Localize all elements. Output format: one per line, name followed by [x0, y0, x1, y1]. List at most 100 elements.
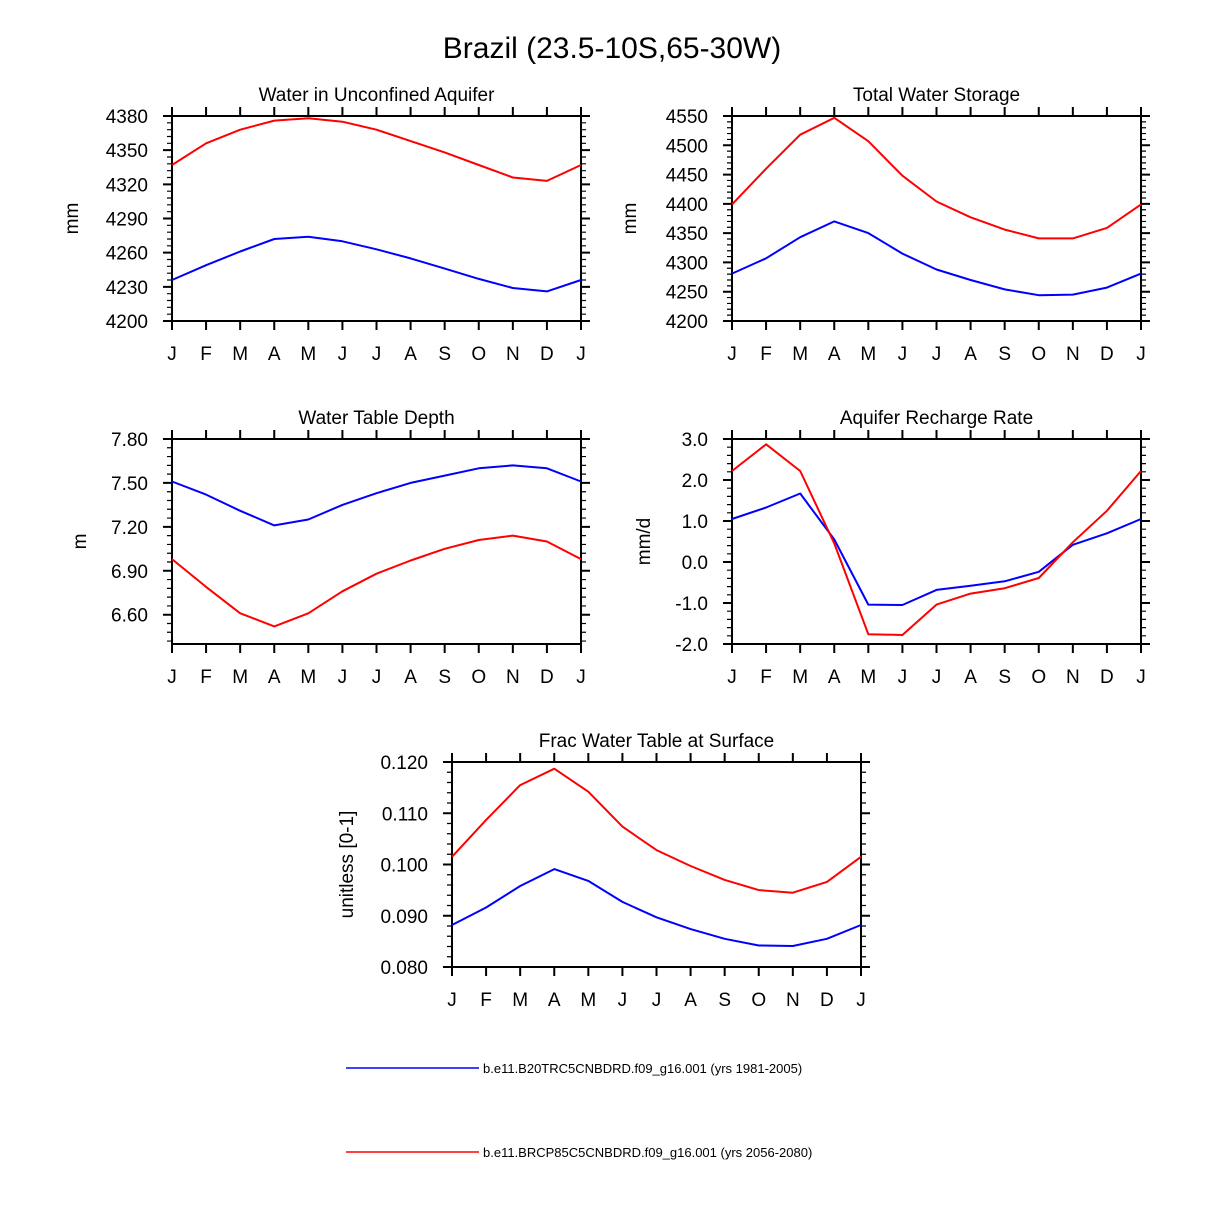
- x-tick-label: O: [1031, 667, 1046, 688]
- x-tick-label: A: [268, 667, 281, 688]
- x-tick-label: O: [471, 344, 486, 365]
- x-tick-label: J: [898, 344, 908, 365]
- y-tick-label: 4250: [666, 283, 708, 304]
- panel-title: Aquifer Recharge Rate: [840, 408, 1033, 429]
- x-tick-label: D: [1100, 344, 1114, 365]
- x-tick-label: N: [506, 344, 520, 365]
- x-tick-label: F: [760, 344, 772, 365]
- series-line-historical: [731, 220, 1142, 297]
- y-axis-label: mm/d: [634, 518, 655, 566]
- x-tick-label: J: [898, 667, 908, 688]
- x-tick-label: J: [618, 990, 628, 1011]
- series-line-historical: [171, 464, 582, 527]
- main-title: Brazil (23.5-10S,65-30W): [443, 32, 781, 65]
- x-tick-label: N: [1066, 344, 1080, 365]
- y-tick-label: 4400: [666, 195, 708, 216]
- x-tick-label: J: [856, 990, 866, 1011]
- y-tick-label: 7.20: [111, 518, 148, 539]
- minor-ticks: [167, 115, 586, 322]
- x-tick-label: J: [576, 344, 586, 365]
- x-tick-label: A: [828, 344, 841, 365]
- y-tick-label: 0.080: [380, 958, 428, 979]
- y-tick-label: 4380: [106, 107, 148, 128]
- series-line-future: [171, 534, 582, 628]
- major-ticks: [163, 107, 590, 330]
- panel-title: Water Table Depth: [298, 408, 454, 429]
- x-tick-label: J: [167, 667, 177, 688]
- y-tick-label: 4200: [666, 312, 708, 333]
- y-tick-label: 0.100: [380, 856, 428, 877]
- y-tick-label: 4290: [106, 210, 148, 231]
- legend-entry: b.e11.B20TRC5CNBDRD.f09_g16.001 (yrs 198…: [346, 1061, 802, 1076]
- y-axis-label: unitless [0-1]: [337, 811, 358, 919]
- series-line-future: [731, 116, 1142, 240]
- y-tick-label: 0.110: [382, 804, 428, 825]
- x-tick-label: A: [268, 344, 281, 365]
- y-tick-label: 6.60: [111, 606, 148, 627]
- x-tick-label: F: [760, 667, 772, 688]
- y-tick-label: -1.0: [675, 594, 708, 615]
- x-tick-label: S: [998, 667, 1011, 688]
- y-axis-label: m: [70, 534, 91, 550]
- x-tick-label: O: [471, 667, 486, 688]
- series-line-future: [171, 117, 582, 182]
- x-tick-label: M: [792, 344, 808, 365]
- series-line-historical: [731, 492, 1142, 606]
- x-tick-label: J: [932, 667, 942, 688]
- x-tick-label: J: [1136, 667, 1146, 688]
- x-tick-label: O: [751, 990, 766, 1011]
- x-tick-label: N: [1066, 667, 1080, 688]
- x-tick-label: J: [1136, 344, 1146, 365]
- x-tick-label: A: [684, 990, 697, 1011]
- x-tick-label: A: [548, 990, 561, 1011]
- y-tick-label: 0.120: [380, 753, 428, 774]
- y-tick-label: 4450: [666, 166, 708, 187]
- y-tick-label: 4500: [666, 136, 708, 157]
- x-tick-label: D: [540, 344, 554, 365]
- x-tick-label: J: [338, 344, 348, 365]
- series-line-historical: [451, 868, 862, 947]
- y-tick-label: 7.80: [111, 430, 148, 451]
- minor-ticks: [447, 761, 866, 968]
- panel-title: Water in Unconfined Aquifer: [259, 85, 496, 106]
- series-line-historical: [171, 235, 582, 293]
- x-tick-label: J: [372, 667, 382, 688]
- y-axis-label: mm: [62, 203, 83, 235]
- x-tick-label: M: [232, 344, 248, 365]
- y-tick-label: 3.0: [682, 430, 708, 451]
- y-tick-label: -2.0: [675, 635, 708, 656]
- x-tick-label: J: [167, 344, 177, 365]
- y-axis-label: mm: [620, 203, 641, 235]
- x-tick-label: F: [200, 667, 212, 688]
- major-ticks: [723, 430, 1150, 653]
- x-tick-label: J: [447, 990, 457, 1011]
- x-tick-label: J: [932, 344, 942, 365]
- y-tick-label: 4350: [106, 141, 148, 162]
- x-tick-label: M: [512, 990, 528, 1011]
- x-tick-label: A: [404, 344, 417, 365]
- y-tick-label: 4550: [666, 107, 708, 128]
- x-tick-label: M: [300, 667, 316, 688]
- x-tick-label: F: [200, 344, 212, 365]
- x-tick-label: F: [480, 990, 492, 1011]
- x-tick-label: J: [727, 667, 737, 688]
- x-tick-label: A: [964, 667, 977, 688]
- minor-ticks: [727, 115, 1146, 322]
- x-tick-label: D: [820, 990, 834, 1011]
- x-tick-label: J: [576, 667, 586, 688]
- minor-ticks: [727, 438, 1146, 645]
- y-tick-label: 0.090: [380, 907, 428, 928]
- x-tick-label: A: [964, 344, 977, 365]
- major-ticks: [723, 107, 1150, 330]
- x-tick-label: J: [372, 344, 382, 365]
- y-tick-label: 7.50: [111, 474, 148, 495]
- x-tick-label: D: [540, 667, 554, 688]
- x-tick-label: J: [652, 990, 662, 1011]
- x-tick-label: A: [404, 667, 417, 688]
- y-tick-label: 4300: [666, 253, 708, 274]
